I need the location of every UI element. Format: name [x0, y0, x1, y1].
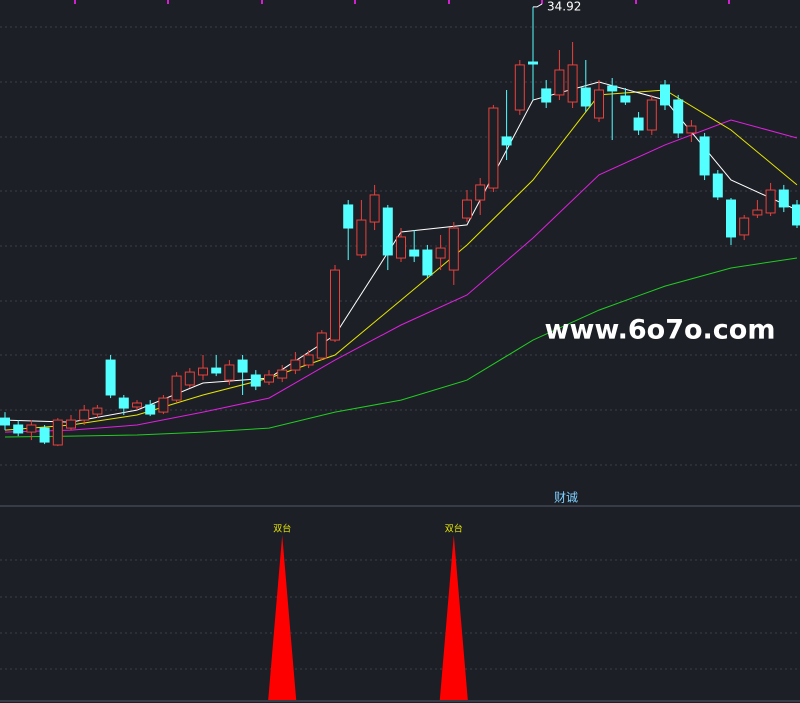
candle-body: [237, 359, 248, 373]
candle-body: [448, 227, 459, 271]
brand-label: 财诚: [554, 491, 578, 505]
candle-body: [356, 219, 367, 256]
candle-body: [132, 402, 142, 408]
candle-body: [660, 84, 670, 106]
candle-body: [607, 85, 618, 92]
candle-body: [13, 424, 24, 434]
signal-label: 双台: [445, 523, 463, 535]
candle-body: [739, 217, 750, 236]
watermark: www.6o7o.com: [545, 315, 776, 346]
candle-body: [52, 419, 63, 446]
candle-body: [580, 87, 591, 107]
signal-spike: [439, 535, 468, 700]
candle-body: [105, 359, 116, 396]
candle-body: [303, 354, 314, 366]
candle-body: [369, 194, 380, 223]
max-price-label: 34.92: [547, 0, 581, 13]
candle-body: [765, 189, 776, 214]
signal-label: 双台: [273, 523, 291, 535]
candle-body: [435, 247, 446, 259]
candle-body: [646, 99, 657, 131]
candle-body: [66, 419, 76, 429]
candle-body: [712, 173, 723, 198]
candle-body: [567, 64, 578, 103]
candle-body: [277, 369, 288, 379]
candle-body: [145, 404, 156, 415]
candle-body: [118, 397, 129, 409]
candle-body: [620, 95, 631, 103]
candle-body: [633, 117, 644, 131]
candle-body: [250, 374, 261, 387]
signal-spike: [268, 535, 297, 700]
candle-body: [462, 199, 472, 219]
candle-body: [699, 136, 710, 176]
candle-body: [158, 397, 169, 413]
candle-body: [316, 332, 327, 359]
candle-body: [39, 427, 50, 443]
candle-body: [514, 64, 525, 111]
candle-body: [409, 249, 420, 257]
grid: [0, 26, 800, 670]
signal-pane: 双台 双台: [268, 523, 468, 700]
candle-body: [396, 236, 406, 259]
candle-body: [488, 107, 499, 189]
candle-body: [422, 249, 433, 276]
candle-body: [686, 125, 697, 134]
candle-body: [26, 424, 37, 433]
candle-body: [382, 207, 393, 256]
candle-body: [792, 204, 800, 226]
candle-body: [673, 99, 684, 134]
candle-body: [330, 269, 340, 341]
candle-body: [184, 371, 195, 386]
candle-body: [0, 417, 10, 426]
candle-body: [264, 374, 274, 383]
moving-average-line: [4, 119, 798, 433]
candle-body: [79, 409, 90, 421]
candle-body: [778, 189, 789, 208]
candle-body: [528, 61, 538, 65]
price-pane: 34.92: [0, 0, 800, 447]
moving-average-line: [4, 257, 798, 438]
candle-body: [290, 359, 301, 371]
candle-body: [211, 367, 222, 374]
candle-body: [594, 89, 604, 119]
candle-body: [224, 364, 235, 381]
top-ticks: [74, 0, 730, 4]
candle-body: [554, 69, 565, 96]
candle-body: [198, 367, 208, 376]
candle-body: [171, 375, 182, 401]
candle-body: [501, 136, 512, 146]
candle-body: [92, 407, 103, 415]
candle-body: [752, 209, 763, 216]
candle-body: [343, 204, 354, 229]
candle-body: [475, 184, 486, 201]
max-leader: [533, 3, 543, 8]
candle-body: [726, 199, 736, 238]
candle-body: [541, 88, 552, 103]
